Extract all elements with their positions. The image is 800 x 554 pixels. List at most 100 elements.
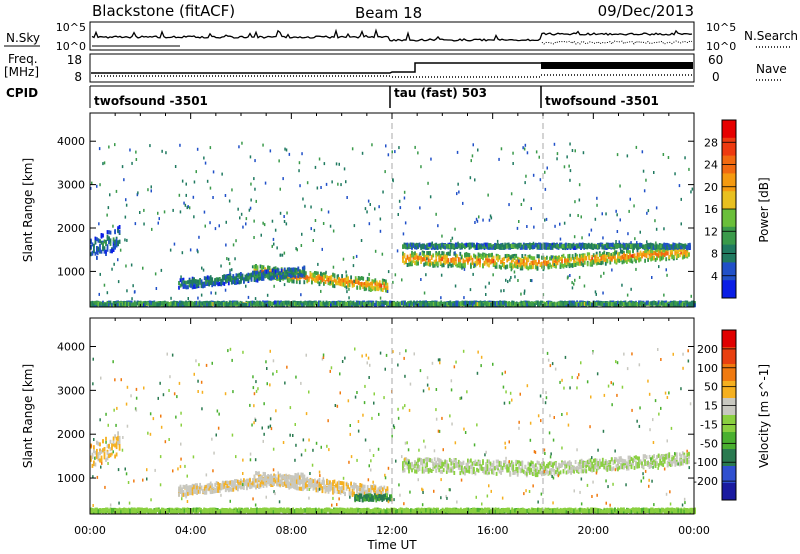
time-tick-label: 00:00 (678, 524, 710, 537)
freq-right-tick-top: 60 (708, 53, 723, 67)
colorbar-swatch (722, 415, 736, 433)
echo-band-6 (90, 507, 696, 515)
echo-band-6 (90, 300, 696, 308)
noise-right-tick-bottom: 10^0 (706, 40, 736, 53)
colorbar-swatch (722, 173, 736, 192)
velocity-x-ticks (89, 318, 695, 514)
power-y-axis: 1000 2000 3000 4000 (57, 135, 694, 278)
freq-label-line1: Freq. (8, 52, 38, 66)
echo-band-3 (543, 245, 690, 270)
velocity-y-axis: 1000 2000 3000 4000 (57, 341, 694, 485)
noise-left-tick-bottom: 10^0 (56, 40, 86, 53)
echo-band-2 (402, 457, 545, 478)
colorbar-tick-label: 200 (697, 343, 718, 356)
colorbar-swatch (722, 381, 736, 399)
freq-frame (89, 53, 695, 83)
colorbar-tick-label: 4 (711, 270, 718, 283)
colorbar-swatch (722, 191, 736, 210)
cpid-mode-1: twofsound -3501 (94, 94, 208, 108)
colorbar-tick-label: -50 (700, 437, 718, 450)
y-tick-label: 1000 (57, 265, 85, 278)
noise-left-label: N.Sky (6, 31, 40, 45)
y-tick-label: 1000 (57, 472, 85, 485)
colorbar-tick-label: 24 (704, 159, 718, 172)
freq-left-tick-top: 18 (67, 53, 82, 67)
velocity-colorbar-label: Velocity [m s^-1] (757, 364, 771, 468)
time-tick-label: 04:00 (175, 524, 207, 537)
time-axis-labels: 00:00 04:00 08:00 12:00 16:00 20:00 00:00 (74, 524, 710, 537)
echo-band-0 (253, 264, 389, 293)
velocity-ylabel: Slant Range [km] (21, 364, 35, 468)
colorbar-swatch (722, 330, 736, 348)
freq-label-line2: [MHz] (4, 65, 39, 79)
frequency-panel: Freq. [MHz] 18 8 60 0 Nave (4, 52, 787, 84)
nave-label: Nave (756, 62, 787, 76)
echo-band-2 (402, 250, 545, 272)
colorbar-swatch (722, 226, 736, 246)
colorbar-swatch (722, 209, 736, 228)
y-tick-label: 2000 (57, 428, 85, 441)
colorbar-swatch (722, 483, 736, 501)
colorbar-swatch (722, 280, 736, 299)
power-colorbar-label: Power [dB] (757, 177, 771, 242)
colorbar-tick-label: 20 (704, 181, 718, 194)
noise-panel: N.Sky 10^5 10^0 10^5 10^0 N.Search (4, 21, 798, 53)
scatter-echoes (90, 141, 694, 301)
time-tick-label: 12:00 (376, 524, 408, 537)
time-axis-label: Time UT (366, 538, 417, 552)
cpid-mode-3: twofsound -3501 (545, 94, 659, 108)
site-title: Blackstone (fitACF) (92, 2, 235, 20)
cpid-label: CPID (6, 86, 38, 100)
noise-left-tick-top: 10^5 (56, 21, 86, 34)
noise-frame (89, 21, 695, 51)
y-tick-label: 3000 (57, 179, 85, 192)
freq-right-tick-bottom: 0 (712, 70, 720, 84)
scatter-echoes (90, 347, 692, 507)
colorbar-tick-label: 28 (704, 136, 718, 149)
time-tick-label: 16:00 (477, 524, 509, 537)
colorbar-tick-label: 100 (697, 362, 718, 375)
echo-band-3 (543, 451, 690, 476)
power-colorbar: 28 24 20 16 12 8 4 (704, 119, 737, 299)
y-tick-label: 4000 (57, 135, 85, 148)
echo-band-4 (402, 242, 691, 250)
beam-label: Beam 18 (355, 4, 422, 22)
echo-band-1 (178, 265, 306, 290)
frequency-band-high (541, 62, 693, 69)
colorbar-tick-label: 15 (704, 400, 718, 413)
y-tick-label: 2000 (57, 222, 85, 235)
velocity-colorbar: 200 100 50 15 -15 -50 -100 -200 (693, 329, 737, 501)
cpid-panel: CPID twofsound -3501 tau (fast) 503 twof… (6, 85, 694, 108)
power-x-ticks (89, 113, 695, 307)
echo-band-5 (90, 431, 121, 468)
time-tick-label: 08:00 (275, 524, 307, 537)
colorbar-tick-label: 50 (704, 381, 718, 394)
colorbar-tick-label: -200 (693, 475, 718, 488)
noise-right-label: N.Search (744, 29, 798, 43)
power-ylabel: Slant Range [km] (21, 158, 35, 262)
colorbar-swatch (722, 449, 736, 467)
cpid-mode-2: tau (fast) 503 (394, 86, 487, 100)
colorbar-tick-label: 16 (704, 203, 718, 216)
noise-right-tick-top: 10^5 (706, 21, 736, 34)
y-tick-label: 3000 (57, 384, 85, 397)
colorbar-swatch (722, 120, 736, 139)
noise-search-curve (541, 40, 693, 45)
colorbar-swatch (722, 466, 736, 484)
colorbar-swatch (722, 398, 736, 416)
colorbar-tick-label: -15 (700, 418, 718, 431)
colorbar-swatch (722, 432, 736, 450)
freq-left-tick-bottom: 8 (74, 70, 82, 84)
colorbar-tick-label: -100 (693, 456, 718, 469)
noise-sky-curve (91, 28, 693, 42)
time-tick-label: 00:00 (74, 524, 106, 537)
frequency-trace (91, 62, 541, 74)
velocity-frame (89, 317, 695, 515)
colorbar-tick-label: 12 (704, 225, 718, 238)
time-tick-label: 20:00 (577, 524, 609, 537)
colorbar-swatch (722, 137, 736, 157)
colorbar-swatch (722, 347, 736, 365)
colorbar-swatch (722, 262, 736, 281)
